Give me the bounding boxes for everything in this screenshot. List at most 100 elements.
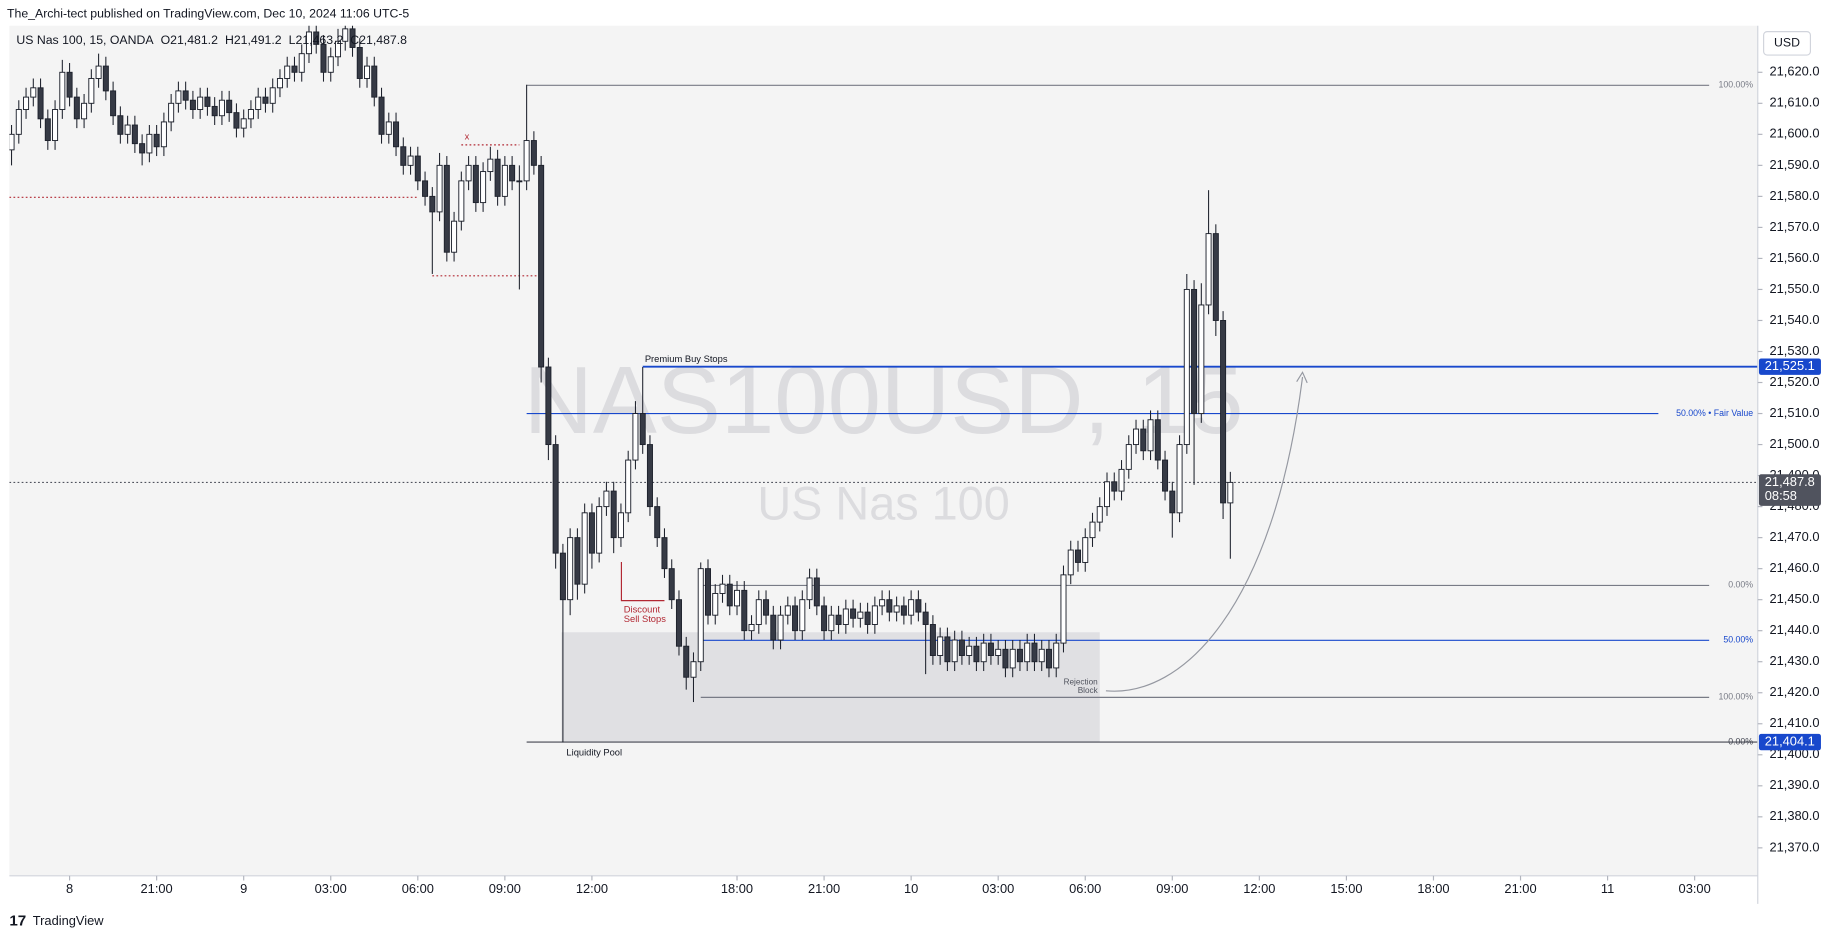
candle-body bbox=[958, 639, 965, 656]
level-label: 0.00% bbox=[1728, 736, 1753, 746]
y-tick-label: 21,520.0 bbox=[1769, 374, 1819, 389]
candle-body bbox=[654, 506, 661, 539]
y-tick-label: 21,420.0 bbox=[1769, 684, 1819, 699]
legend-letter: H bbox=[225, 33, 234, 47]
candle-body bbox=[400, 146, 407, 166]
candle-body bbox=[139, 143, 146, 154]
candle-body bbox=[1198, 304, 1205, 415]
candle-body bbox=[806, 577, 813, 601]
y-tick-label: 21,580.0 bbox=[1769, 188, 1819, 203]
countdown: 08:58 bbox=[1765, 488, 1797, 503]
legend-value: 21,481.2 bbox=[170, 33, 218, 47]
candle-body bbox=[552, 444, 559, 554]
candle-body bbox=[850, 608, 857, 619]
candle-body bbox=[1016, 648, 1023, 663]
currency[interactable]: USD bbox=[1774, 36, 1800, 50]
candle-body bbox=[23, 96, 30, 110]
candle-body bbox=[886, 599, 893, 613]
x-tick-label: 15:00 bbox=[1330, 881, 1362, 896]
candle-body bbox=[922, 611, 929, 625]
zones bbox=[561, 632, 1100, 743]
candle-body bbox=[632, 413, 639, 461]
zone bbox=[561, 632, 1100, 743]
y-tick-label: 21,430.0 bbox=[1769, 653, 1819, 668]
y-tick-label: 21,600.0 bbox=[1769, 126, 1819, 141]
y-tick-label: 21,450.0 bbox=[1769, 591, 1819, 606]
y-tick-label: 21,540.0 bbox=[1769, 312, 1819, 327]
level-label: 50.00% • Fair Value bbox=[1676, 408, 1753, 418]
annotation: Premium Buy Stops bbox=[645, 354, 728, 364]
candle-body bbox=[436, 164, 443, 213]
candle-body bbox=[893, 605, 900, 613]
annotation: x bbox=[465, 131, 470, 141]
legend-letter: C bbox=[350, 33, 359, 47]
annotation: Sell Stops bbox=[624, 614, 666, 624]
y-tick-label: 21,530.0 bbox=[1769, 343, 1819, 358]
candle-body bbox=[1140, 428, 1147, 452]
x-tick-label: 21:00 bbox=[808, 881, 840, 896]
y-tick-label: 21,610.0 bbox=[1769, 95, 1819, 110]
x-tick-label: 12:00 bbox=[1243, 881, 1275, 896]
currency-button[interactable] bbox=[1763, 31, 1812, 56]
candle-body bbox=[966, 645, 973, 656]
y-tick-label: 21,440.0 bbox=[1769, 622, 1819, 637]
candle-body bbox=[734, 589, 741, 607]
x-tick-label: 09:00 bbox=[1156, 881, 1188, 896]
candle-body bbox=[1067, 549, 1074, 576]
candle-body bbox=[182, 90, 189, 101]
candle-body bbox=[763, 599, 770, 616]
candle-body bbox=[1082, 537, 1089, 563]
candle-body bbox=[204, 96, 211, 107]
candle-body bbox=[255, 96, 262, 110]
price-tags: 21,525.1 21,487.808:58 21,404.1 bbox=[1758, 358, 1821, 751]
candle-body bbox=[1060, 574, 1067, 644]
candle-body bbox=[153, 133, 160, 148]
candle-body bbox=[1009, 648, 1016, 669]
candle-body bbox=[704, 568, 712, 616]
candle-body bbox=[523, 140, 530, 182]
annotation: Liquidity Pool bbox=[566, 747, 622, 757]
candle-body bbox=[697, 568, 704, 663]
candle-body bbox=[617, 512, 624, 539]
candle-body bbox=[1038, 648, 1045, 663]
candle-body bbox=[371, 65, 378, 98]
candle-body bbox=[1220, 320, 1227, 504]
candle-body bbox=[792, 605, 799, 632]
candle-body bbox=[342, 28, 349, 42]
x-tick-label: 03:00 bbox=[982, 881, 1014, 896]
candle-body bbox=[233, 112, 240, 129]
candle-body bbox=[458, 180, 465, 222]
candle-body bbox=[124, 124, 131, 135]
candle-body bbox=[951, 639, 958, 663]
candle-body bbox=[414, 155, 421, 182]
candle-body bbox=[835, 614, 842, 625]
candle-body bbox=[226, 99, 233, 114]
candle-body bbox=[821, 605, 828, 632]
candle-body bbox=[937, 636, 944, 656]
candle-body bbox=[581, 512, 588, 585]
candle-body bbox=[1183, 288, 1190, 446]
candle-body bbox=[501, 164, 508, 197]
candle-body bbox=[675, 599, 682, 647]
candle-body bbox=[30, 87, 37, 98]
x-tick-label: 03:00 bbox=[1679, 881, 1711, 896]
candle-body bbox=[291, 65, 298, 73]
y-tick-label: 21,590.0 bbox=[1769, 157, 1819, 172]
x-tick-label: 03:00 bbox=[315, 881, 347, 896]
candle-body bbox=[516, 180, 523, 183]
candle-body bbox=[690, 661, 697, 678]
candle-body bbox=[487, 158, 494, 173]
candle-body bbox=[189, 99, 196, 110]
candle-body bbox=[378, 96, 385, 135]
annotation: Discount bbox=[624, 604, 661, 614]
x-tick-label: 11 bbox=[1601, 881, 1614, 896]
candle-body bbox=[218, 99, 225, 117]
candle-body bbox=[262, 96, 269, 104]
candle-body bbox=[1205, 233, 1212, 306]
candle-body bbox=[1154, 419, 1161, 461]
candle-body bbox=[81, 102, 88, 120]
candle-body bbox=[770, 614, 777, 641]
candle-body bbox=[929, 624, 936, 656]
candle-body bbox=[777, 614, 784, 641]
arrow bbox=[1105, 376, 1304, 692]
